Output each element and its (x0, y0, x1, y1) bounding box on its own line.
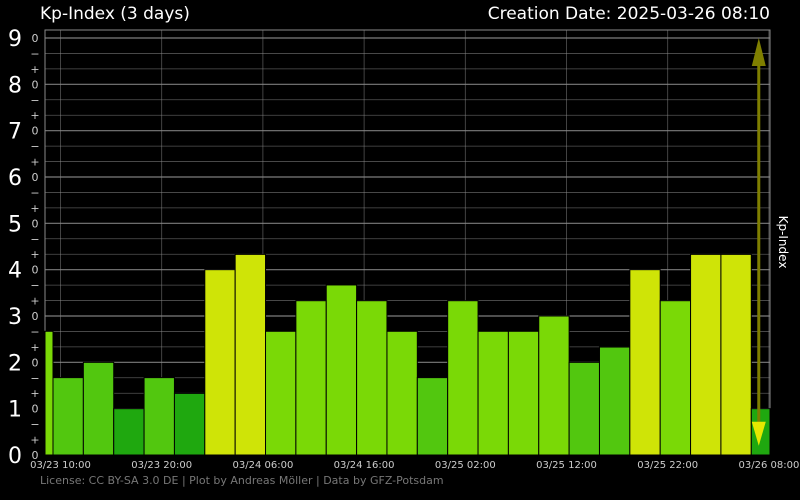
y-minor-tick-label: 0 (32, 356, 39, 369)
x-tick-label: 03/24 06:00 (232, 460, 293, 471)
y-minor-tick-label: 0 (32, 449, 39, 462)
kp-bar (690, 253, 722, 456)
kp-bar (325, 284, 358, 456)
now-marker-arrowhead-up (751, 38, 766, 66)
kp-bar (143, 377, 175, 456)
x-tick-label: 03/23 20:00 (131, 460, 192, 471)
kp-bar (568, 361, 600, 456)
kp-bar (173, 392, 206, 456)
kp-bar (295, 300, 327, 456)
y-major-tick-label: 2 (8, 351, 22, 376)
kp-bar (52, 377, 84, 456)
y-minor-tick-label: − (30, 233, 39, 246)
kp-bar (234, 253, 267, 456)
kp-bar (204, 269, 236, 456)
y-minor-tick-label: − (30, 47, 39, 60)
y-major-tick-label: 6 (8, 166, 22, 191)
y-major-tick-label: 4 (8, 259, 22, 284)
y-minor-tick-label: + (30, 434, 39, 447)
kp-bar (629, 269, 661, 456)
kp-bar (356, 300, 388, 456)
now-marker-arrowhead-down (751, 421, 766, 446)
y-minor-tick-label: + (30, 156, 39, 169)
kp-bar (44, 330, 54, 456)
kp-bar (386, 330, 418, 456)
kp-bar (447, 300, 479, 456)
chart-title: Kp-Index (3 days) (40, 4, 190, 24)
x-tick-label: 03/25 12:00 (536, 460, 597, 471)
y-major-tick-label: 7 (8, 120, 22, 145)
y-major-tick-label: 8 (8, 73, 22, 98)
y-major-tick-label: 5 (8, 212, 22, 237)
y-minor-tick-label: − (30, 186, 39, 199)
y-minor-tick-label: − (30, 418, 39, 431)
creation-date: Creation Date: 2025-03-26 08:10 (487, 4, 770, 24)
kp-bar (416, 377, 449, 456)
kp-bar (538, 315, 570, 456)
y-major-tick-label: 3 (8, 305, 22, 330)
y-minor-tick-label: + (30, 248, 39, 261)
y-minor-tick-label: − (30, 140, 39, 153)
y-minor-tick-label: + (30, 387, 39, 400)
kp-bar (598, 346, 631, 456)
y-minor-tick-label: − (30, 279, 39, 292)
y-minor-tick-label: + (30, 295, 39, 308)
y-minor-tick-label: − (30, 94, 39, 107)
y-major-tick-label: 0 (8, 444, 22, 469)
x-tick-label: 03/25 02:00 (435, 460, 496, 471)
y-minor-tick-label: + (30, 63, 39, 76)
y-major-tick-label: 1 (8, 398, 22, 423)
y-minor-tick-label: 0 (32, 217, 39, 230)
kp-bar (82, 361, 115, 456)
kp-bar (720, 253, 752, 456)
license-footer: License: CC BY-SA 3.0 DE | Plot by Andre… (40, 474, 444, 487)
x-tick-label: 03/24 16:00 (334, 460, 395, 471)
y-major-tick-label: 9 (8, 27, 22, 52)
y-minor-tick-label: + (30, 202, 39, 215)
y-minor-tick-label: 0 (32, 32, 39, 45)
x-tick-label: 03/26 08:00 (738, 460, 799, 471)
y-minor-tick-label: + (30, 109, 39, 122)
kp-bar (265, 330, 297, 456)
bars-layer (44, 253, 771, 456)
y-minor-tick-label: 0 (32, 264, 39, 277)
arrow-layer (751, 38, 766, 446)
x-tick-label: 03/23 10:00 (30, 460, 91, 471)
y-minor-tick-label: 0 (32, 310, 39, 323)
kp-bar (659, 300, 692, 456)
x-tick-label: 03/25 22:00 (637, 460, 698, 471)
y-minor-tick-label: − (30, 372, 39, 385)
ticks-layer: 0123456789+0+0−+0−+0−+0−+0−+0−+0−+0−0−03… (8, 27, 799, 471)
y-minor-tick-label: 0 (32, 403, 39, 416)
y-minor-tick-label: 0 (32, 125, 39, 138)
kp-bar (113, 408, 145, 456)
y-minor-tick-label: 0 (32, 171, 39, 184)
y-minor-tick-label: + (30, 341, 39, 354)
y-minor-tick-label: 0 (32, 78, 39, 91)
kp-bar (507, 330, 540, 456)
kp-bar (477, 330, 509, 456)
y-minor-tick-label: − (30, 325, 39, 338)
